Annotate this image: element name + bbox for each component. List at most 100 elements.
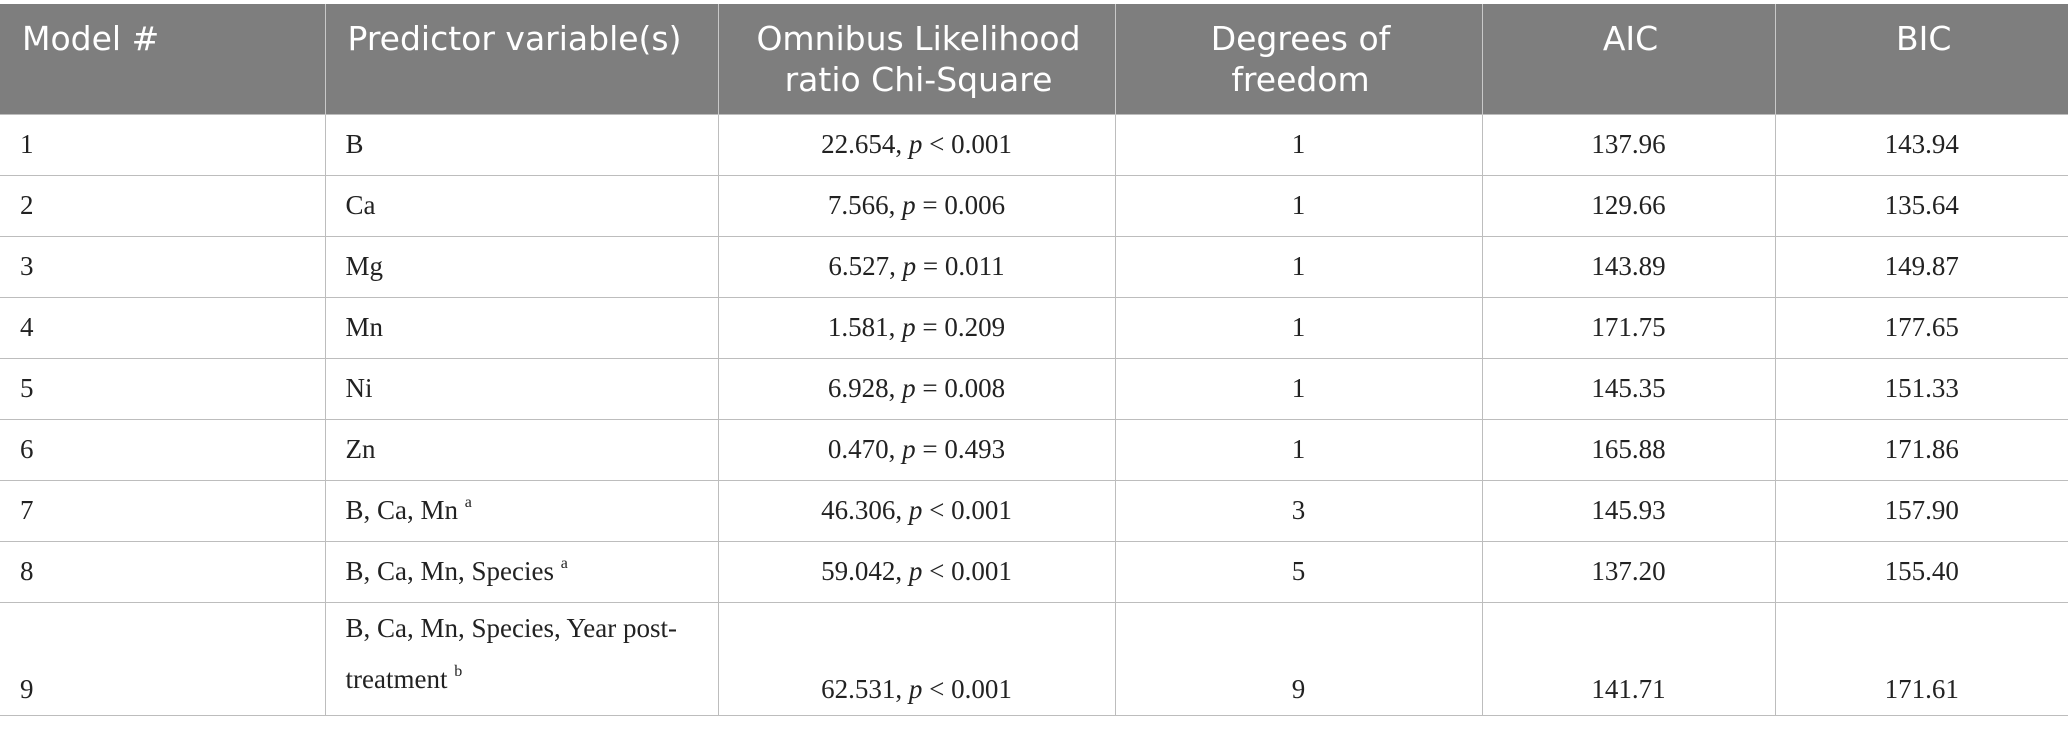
p-value: < 0.001 <box>922 495 1012 525</box>
model-comparison-table: Model # Predictor variable(s) Omnibus Li… <box>0 4 2068 716</box>
cell-predictor-variables: B <box>324 113 718 175</box>
cell-predictor-variables: Ni <box>324 357 718 419</box>
cell-chi-square: 46.306, p < 0.001 <box>717 479 1115 541</box>
cell-predictor-variables: Mn <box>324 296 718 358</box>
cell-bic: 143.94 <box>1774 113 2068 175</box>
cell-aic: 145.35 <box>1481 357 1775 419</box>
cell-degrees-of-freedom: 1 <box>1114 357 1482 419</box>
header-row: Model # Predictor variable(s) Omnibus Li… <box>0 4 2068 114</box>
cell-degrees-of-freedom: 1 <box>1114 418 1482 480</box>
cell-chi-square: 7.566, p = 0.006 <box>717 174 1115 236</box>
p-value: = 0.493 <box>915 434 1006 464</box>
cell-chi-square: 62.531, p < 0.001 <box>717 601 1115 716</box>
table-row: 8 B, Ca, Mn, Species a 59.042, p < 0.001 5 1… <box>0 540 2068 602</box>
header-degrees-of-freedom: Degrees of freedom <box>1114 4 1482 114</box>
predictor-text: Mn <box>345 312 384 342</box>
cell-chi-square: 6.928, p = 0.008 <box>717 357 1115 419</box>
p-value: = 0.008 <box>915 373 1006 403</box>
p-value: = 0.209 <box>915 312 1006 342</box>
table-row: 6 Zn 0.470, p = 0.493 1 165.88 171.86 <box>0 418 2068 480</box>
cell-model-number: 4 <box>0 296 325 358</box>
p-label: p <box>902 434 916 464</box>
p-value: < 0.001 <box>922 129 1012 159</box>
cell-aic: 171.75 <box>1481 296 1775 358</box>
table-row: 7 B, Ca, Mn a 46.306, p < 0.001 3 145.93 157.… <box>0 479 2068 541</box>
cell-model-number: 7 <box>0 479 325 541</box>
table-header: Model # Predictor variable(s) Omnibus Li… <box>0 4 2068 114</box>
p-value: < 0.001 <box>922 556 1012 586</box>
cell-chi-square: 1.581, p = 0.209 <box>717 296 1115 358</box>
cell-chi-square: 59.042, p < 0.001 <box>717 540 1115 602</box>
p-label: p <box>908 129 923 159</box>
cell-bic: 155.40 <box>1774 540 2068 602</box>
header-aic: AIC <box>1481 4 1775 114</box>
cell-aic: 143.89 <box>1481 235 1775 297</box>
cell-predictor-variables: Ca <box>324 174 718 236</box>
cell-degrees-of-freedom: 1 <box>1114 235 1482 297</box>
table-row: 3 Mg 6.527, p = 0.011 1 143.89 149.87 <box>0 235 2068 297</box>
cell-model-number: 1 <box>0 113 325 175</box>
cell-chi-square: 0.470, p = 0.493 <box>717 418 1115 480</box>
p-label: p <box>902 373 916 403</box>
chi-square-value: 6.928, <box>827 373 896 403</box>
header-bic: BIC <box>1774 4 2068 114</box>
table-row: 4 Mn 1.581, p = 0.209 1 171.75 177.65 <box>0 296 2068 358</box>
cell-degrees-of-freedom: 1 <box>1114 113 1482 175</box>
cell-aic: 129.66 <box>1481 174 1775 236</box>
p-label: p <box>902 190 916 220</box>
cell-model-number: 8 <box>0 540 325 602</box>
cell-aic: 165.88 <box>1481 418 1775 480</box>
p-label: p <box>908 495 923 525</box>
p-label: p <box>902 251 917 281</box>
cell-bic: 157.90 <box>1774 479 2068 541</box>
cell-bic: 135.64 <box>1774 174 2068 236</box>
cell-bic: 151.33 <box>1774 357 2068 419</box>
footnote-marker: b <box>454 662 463 680</box>
cell-degrees-of-freedom: 5 <box>1114 540 1482 602</box>
cell-aic: 145.93 <box>1481 479 1775 541</box>
chi-square-value: 46.306, <box>821 495 903 525</box>
predictor-text: B, Ca, Mn, Species <box>345 556 561 586</box>
table-row: 1 B 22.654, p < 0.001 1 137.96 143.94 <box>0 113 2068 175</box>
predictor-text: Mg <box>345 251 384 281</box>
table-row: 5 Ni 6.928, p = 0.008 1 145.35 151.33 <box>0 357 2068 419</box>
cell-bic: 149.87 <box>1774 235 2068 297</box>
cell-degrees-of-freedom: 3 <box>1114 479 1482 541</box>
chi-square-value: 22.654, <box>821 129 903 159</box>
p-value: = 0.011 <box>916 251 1005 281</box>
cell-aic: 137.96 <box>1481 113 1775 175</box>
cell-chi-square: 6.527, p = 0.011 <box>717 235 1115 297</box>
p-label: p <box>908 673 923 704</box>
chi-square-value: 59.042, <box>821 556 903 586</box>
chi-square-value: 1.581, <box>827 312 896 342</box>
cell-bic: 177.65 <box>1774 296 2068 358</box>
p-value: < 0.001 <box>922 673 1012 704</box>
cell-predictor-variables: B, Ca, Mn, Species, Year post-treatment … <box>324 601 718 716</box>
cell-bic: 171.61 <box>1774 601 2068 716</box>
chi-square-value: 7.566, <box>827 190 896 220</box>
header-model-number: Model # <box>0 4 325 114</box>
header-predictor-variables: Predictor variable(s) <box>324 4 718 114</box>
cell-model-number: 2 <box>0 174 325 236</box>
chi-square-value: 0.470, <box>827 434 896 464</box>
p-label: p <box>902 312 916 342</box>
cell-aic: 141.71 <box>1481 601 1775 716</box>
table-row: 2 Ca 7.566, p = 0.006 1 129.66 135.64 <box>0 174 2068 236</box>
cell-model-number: 3 <box>0 235 325 297</box>
table-row: 9 B, Ca, Mn, Species, Year post-treatment… <box>0 601 2068 716</box>
cell-predictor-variables: Zn <box>324 418 718 480</box>
cell-predictor-variables: Mg <box>324 235 718 297</box>
cell-degrees-of-freedom: 1 <box>1114 296 1482 358</box>
predictor-text: B <box>345 129 364 159</box>
cell-chi-square: 22.654, p < 0.001 <box>717 113 1115 175</box>
chi-square-value: 6.527, <box>828 251 896 281</box>
cell-aic: 137.20 <box>1481 540 1775 602</box>
cell-model-number: 6 <box>0 418 325 480</box>
cell-model-number: 9 <box>0 601 325 716</box>
cell-bic: 171.86 <box>1774 418 2068 480</box>
chi-square-value: 62.531, <box>821 673 903 704</box>
cell-predictor-variables: B, Ca, Mn a <box>324 479 718 541</box>
table-body: 1 B 22.654, p < 0.001 1 137.96 143.94 2 Ca 7.566… <box>0 113 2068 716</box>
predictor-text: Ca <box>345 190 376 220</box>
predictor-text: Zn <box>345 434 376 464</box>
